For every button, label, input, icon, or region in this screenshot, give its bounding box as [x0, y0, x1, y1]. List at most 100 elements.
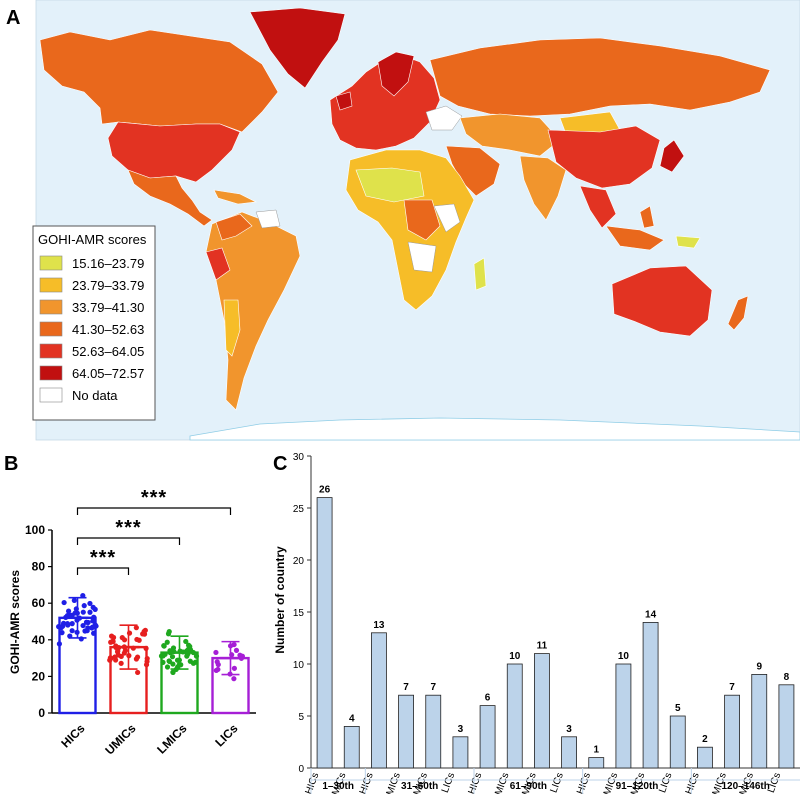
panel-c-category-label: LICs	[657, 771, 674, 794]
panel-b-point	[213, 649, 219, 656]
legend-swatch-1	[39, 277, 63, 293]
panel-b-significance-label: ***	[90, 547, 116, 569]
panel-b-point	[141, 628, 147, 635]
country-brazil-region	[205, 211, 301, 411]
panel-label-a: A	[6, 7, 20, 29]
panel-b-y-axis-label: GOHI-AMR scores	[8, 570, 22, 674]
panel-c-category-label: HICs	[358, 771, 376, 794]
panel-b-category-label-LICs: LICs	[212, 721, 241, 750]
panel-b-significance-bracket	[76, 537, 181, 545]
panel-b-point	[80, 622, 86, 629]
panel-b-point	[107, 657, 113, 663]
panel-c-bar	[588, 757, 605, 769]
panel-b-significance-bracket	[76, 507, 232, 515]
caribbean	[213, 189, 258, 205]
panel-c-data-label: 26	[319, 485, 331, 496]
panel-c-data-label: 9	[756, 661, 762, 672]
panel-c-bar	[425, 694, 442, 769]
panel-b-significance-label: ***	[115, 517, 141, 539]
country-no-data-southern-africa	[407, 241, 437, 273]
panel-c-bar	[615, 663, 632, 769]
panel-b-point	[233, 647, 240, 653]
country-usa	[107, 121, 241, 183]
legend-swatch-2	[39, 299, 63, 315]
panel-c-data-label: 6	[485, 693, 491, 704]
panel-b-point	[118, 653, 124, 660]
country-new-zealand	[727, 295, 749, 331]
panel-b-point	[144, 655, 150, 662]
panel-c-y-axis-label: Number of country	[273, 546, 287, 654]
panel-b-point	[143, 645, 149, 651]
panel-c-data-label: 5	[675, 703, 681, 714]
panel-c-bar	[398, 694, 414, 769]
panel-b-point	[59, 630, 65, 636]
panel-b-point	[115, 648, 121, 654]
country-colombia	[215, 213, 253, 241]
panel-b-point	[83, 619, 90, 625]
panel-c-bar	[669, 715, 686, 769]
panel-b-point	[215, 661, 221, 668]
panel-c-category-label: HICs	[575, 771, 593, 794]
panel-b-point	[87, 600, 93, 607]
panel-b-ytick-label: 20	[32, 669, 46, 683]
panel-c-bar	[697, 746, 713, 769]
panel-label-b: B	[4, 453, 18, 475]
panel-c-bar	[371, 632, 387, 769]
panel-b-point	[162, 651, 168, 657]
panel-c-data-label: 11	[537, 641, 548, 652]
panel-c-group-label: 61–90th	[510, 781, 547, 792]
panel-label-c: C	[273, 453, 287, 475]
panel-b-point	[89, 624, 96, 630]
panel-c-data-label: 14	[645, 609, 657, 620]
country-no-data-africa	[433, 203, 461, 233]
legend-label-2: 33.79–41.30	[72, 300, 144, 315]
panel-c-category-label: LICs	[549, 771, 566, 794]
panel-b-point	[80, 609, 86, 615]
legend-label-5: 64.05–72.57	[72, 366, 144, 381]
panel-b-point	[91, 630, 97, 636]
panel-b-point	[69, 612, 75, 618]
panel-c-bar	[724, 694, 740, 769]
panel-b-point	[56, 641, 62, 647]
panel-c-category-label: LICs	[440, 771, 457, 794]
panel-c-data-label: 7	[403, 682, 409, 693]
country-canada	[39, 29, 279, 133]
country-no-data-europe	[425, 105, 463, 131]
legend-label-4: 52.63–64.05	[72, 344, 144, 359]
panel-c-group-label: 31–60th	[401, 781, 438, 792]
region-central-asia	[459, 113, 561, 157]
panel-c-bar	[534, 653, 550, 769]
country-papua-new-guinea	[675, 235, 701, 249]
panel-c-bar	[642, 622, 659, 769]
panel-b-point	[90, 604, 96, 610]
legend-swatch-3	[39, 321, 63, 337]
panel-b-point	[64, 620, 71, 627]
legend-swatch-5	[39, 365, 63, 381]
panel-b-point	[143, 662, 150, 668]
panel-b-point	[184, 653, 190, 659]
region-sahel	[355, 167, 425, 203]
panel-b-ytick-label: 0	[38, 706, 45, 720]
panel-b-point	[87, 609, 93, 615]
panel-b-point	[165, 631, 172, 637]
panel-b-point	[164, 639, 170, 645]
panel-b-ytick-label: 40	[32, 633, 46, 647]
panel-c-data-label: 1	[593, 745, 599, 756]
panel-b-point	[193, 653, 200, 659]
panel-c-data-label: 10	[618, 651, 630, 662]
country-japan	[659, 139, 685, 173]
panel-c-category-label: UMICs	[491, 771, 512, 794]
panel-c-bar	[561, 736, 577, 769]
panel-b-point	[187, 643, 193, 650]
panel-b-point	[84, 628, 90, 634]
panel-c-bar	[452, 736, 469, 769]
panel-b-point	[71, 597, 77, 604]
region-central-africa	[403, 199, 441, 241]
country-madagascar	[473, 257, 487, 291]
region-middle-east	[445, 145, 501, 197]
panel-c-data-label: 3	[458, 724, 464, 735]
panel-c-ytick-label: 10	[293, 660, 305, 671]
panel-c-bar	[316, 497, 333, 769]
panel-b-point	[213, 667, 219, 674]
panel-c-ytick-label: 0	[298, 764, 304, 775]
